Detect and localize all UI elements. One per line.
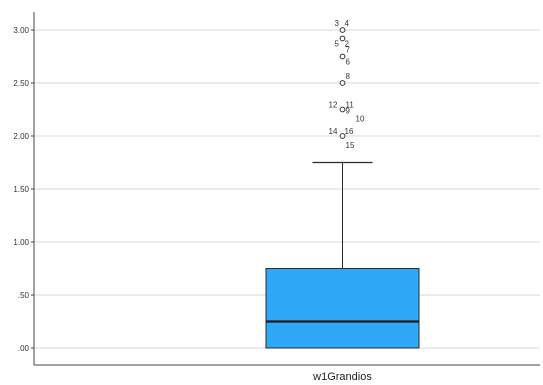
y-axis-ticks: .00 .50 1.00 1.50 2.00 2.50 3.00: [13, 26, 34, 353]
x-category-label: w1Grandios: [312, 371, 372, 383]
outlier-case-label: 12: [329, 101, 338, 110]
boxplot-box: [265, 161, 420, 349]
outlier-point: [339, 133, 346, 139]
outlier-case-label: 4: [345, 19, 350, 28]
outlier-points: 3 4 5 27 6 8 12 119 10 14 16 15: [329, 19, 365, 150]
outlier-case-label: 16: [345, 127, 354, 136]
iqr-box: [265, 268, 420, 349]
y-tick-label: 1.50: [13, 185, 29, 194]
outlier-case-label: 9: [346, 107, 351, 116]
outlier-case-label: 15: [346, 141, 355, 150]
y-tick-label: 1.00: [13, 238, 29, 247]
outlier-case-label: 8: [346, 72, 351, 81]
outlier-case-label: 14: [329, 127, 338, 136]
outlier-point: [339, 80, 346, 86]
outlier-case-label: 7: [346, 46, 351, 55]
outlier-point: [339, 106, 346, 113]
outlier-point: [339, 35, 346, 42]
outlier-point: [339, 53, 346, 60]
grid-layer: [34, 29, 540, 349]
y-tick-label: .00: [18, 344, 30, 353]
outlier-case-label: 6: [346, 58, 351, 67]
y-tick-label: 2.00: [13, 132, 29, 141]
y-tick-label: 2.50: [13, 79, 29, 88]
outlier-case-label: 10: [356, 115, 365, 124]
outlier-case-label: 5: [335, 39, 340, 48]
outlier-point: [339, 27, 346, 33]
outlier-case-label: 11: [346, 101, 355, 110]
y-tick-label: 3.00: [13, 26, 29, 35]
outlier-case-label: 3: [335, 19, 340, 28]
y-tick-label: .50: [18, 291, 30, 300]
outlier-case-label: 2: [345, 39, 350, 48]
